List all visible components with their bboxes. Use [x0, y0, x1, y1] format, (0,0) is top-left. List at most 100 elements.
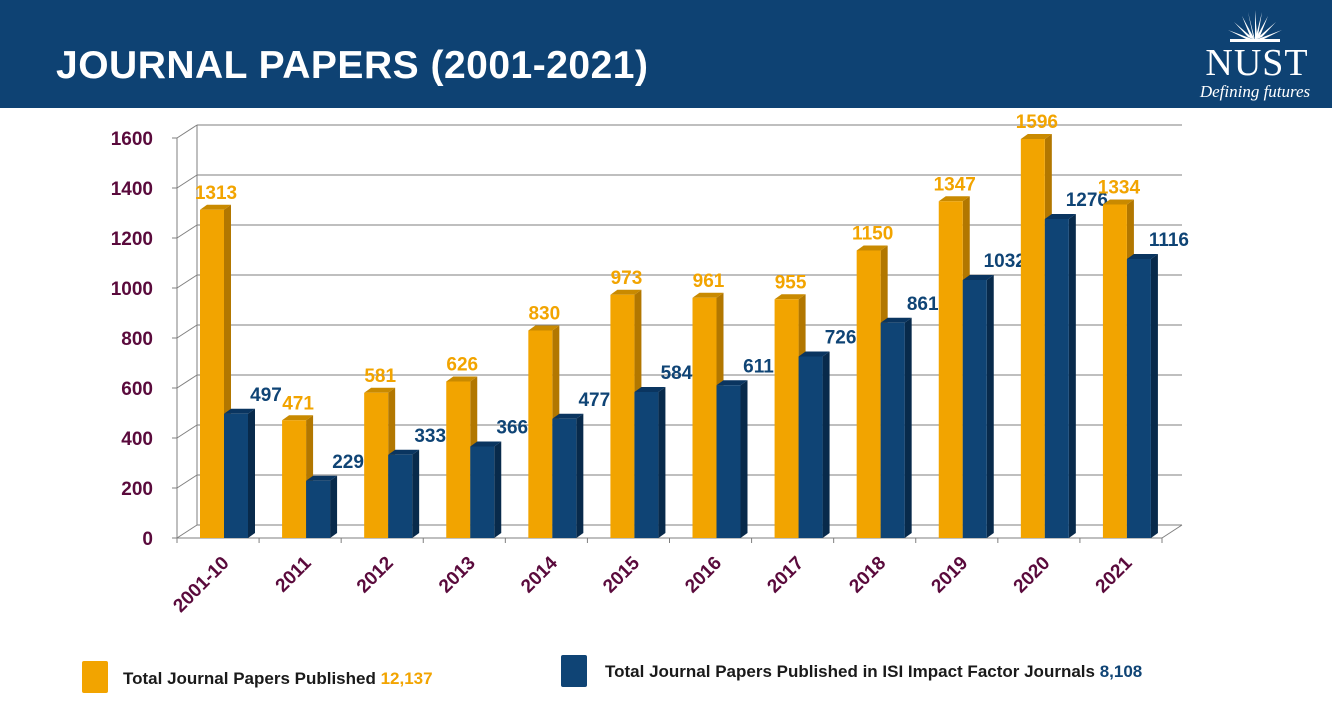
x-category-label: 2011	[272, 552, 316, 596]
bar-isi-side	[412, 449, 420, 538]
x-category-label: 2001-10	[169, 553, 233, 617]
bar-isi-top	[716, 380, 748, 386]
bar-total-top	[1102, 199, 1134, 205]
bar-total-top	[938, 196, 970, 202]
bar-isi-side	[494, 441, 502, 538]
x-category-label: 2015	[599, 552, 644, 597]
bar-total	[364, 392, 389, 538]
x-category-label: 2019	[928, 553, 973, 598]
y-tick-label: 0	[142, 529, 153, 550]
page-title: JOURNAL PAPERS (2001-2021)	[56, 44, 649, 87]
bar-isi-side	[1068, 214, 1076, 538]
bar-total	[200, 209, 224, 538]
x-category-label: 2017	[763, 553, 808, 598]
x-category-label: 2016	[681, 553, 726, 598]
data-label-total: 1347	[934, 174, 976, 195]
bar-isi-side	[740, 380, 748, 538]
bar-isi-side	[986, 275, 994, 538]
journal-papers-bar-chart: 0 200 400 600 800 1000 1200 1400 1600 1313 497 2001…	[111, 112, 1189, 617]
x-category-label: 2020	[1010, 553, 1055, 598]
data-label-total: 471	[282, 393, 314, 414]
data-label-total: 1596	[1016, 112, 1058, 133]
y-tick-label: 800	[121, 329, 153, 350]
data-label-isi: 366	[496, 418, 528, 439]
legend-swatch-blue	[561, 655, 587, 687]
bar-total-top	[528, 325, 560, 331]
logo-wordmark: NUST	[1205, 42, 1309, 84]
y-tick-label: 1000	[111, 279, 153, 300]
bar-isi-top	[1044, 214, 1076, 219]
bar-isi	[962, 280, 987, 538]
bar-isi-side	[248, 408, 255, 538]
bar-isi-top	[880, 317, 912, 323]
data-label-isi: 726	[825, 328, 857, 349]
legend-isi-value: 8,108	[1099, 662, 1143, 681]
data-label-total: 581	[364, 366, 396, 387]
bar-isi-top	[224, 408, 255, 414]
bar-isi	[634, 392, 659, 538]
data-label-isi: 584	[661, 363, 693, 384]
bar-isi-side	[576, 413, 584, 538]
bar-total-top	[856, 245, 888, 251]
bar-total-top	[774, 294, 806, 300]
x-category-label: 2021	[1092, 552, 1137, 597]
bar-total	[1020, 139, 1045, 538]
legend-total-value: 12,137	[380, 669, 433, 688]
gridline-depth	[176, 374, 198, 389]
gridline-depth	[176, 474, 198, 489]
x-category-label: 2014	[517, 552, 562, 597]
data-label-total: 830	[528, 304, 560, 325]
bar-total	[282, 420, 307, 538]
bar-total-top	[446, 376, 478, 382]
bar-total	[1102, 204, 1127, 538]
y-tick-label: 1400	[111, 179, 153, 200]
header-bar: JOURNAL PAPERS (2001-2021) NUST Defining…	[0, 0, 1332, 108]
bar-isi	[1126, 259, 1151, 538]
bar-isi-top	[552, 413, 584, 419]
bar-isi	[1044, 219, 1069, 538]
bar-isi	[798, 356, 823, 538]
bar-isi-side	[330, 475, 338, 538]
bar-total	[774, 299, 799, 538]
x-category-label: 2013	[435, 553, 480, 598]
bar-total	[528, 330, 553, 538]
data-label-isi: 477	[578, 390, 610, 411]
bar-isi-top	[388, 449, 420, 455]
bar-isi-top	[798, 351, 830, 357]
data-label-isi: 497	[250, 385, 282, 406]
bar-total-top	[364, 387, 396, 393]
data-label-isi: 1116	[1149, 230, 1189, 251]
data-label-isi: 229	[332, 452, 364, 473]
bar-total-top	[1020, 134, 1052, 139]
bar-isi	[388, 454, 413, 538]
gridline-depth	[176, 174, 198, 189]
bar-isi-top	[634, 387, 666, 392]
bar-isi-side	[658, 387, 666, 538]
bar-isi	[552, 418, 577, 538]
data-label-total: 1150	[852, 224, 893, 245]
data-label-total: 1313	[195, 183, 237, 204]
x-category-label: 2018	[845, 553, 890, 598]
gridline-depth	[176, 224, 198, 239]
y-tick-label: 400	[121, 429, 153, 450]
bar-isi-side	[1150, 254, 1158, 538]
bar-total	[856, 250, 881, 538]
bar-total	[446, 381, 471, 538]
bar-isi-top	[470, 441, 502, 447]
data-label-isi: 333	[414, 426, 446, 447]
bar-total	[692, 297, 717, 538]
bar-total-top	[692, 292, 724, 298]
nust-logo: NUST Defining futures	[1190, 6, 1320, 106]
y-tick-label: 1600	[111, 129, 153, 150]
legend-label-isi: Total Journal Papers Published in ISI Im…	[605, 662, 1095, 681]
y-tick-label: 200	[121, 479, 153, 500]
sunburst-emblem-icon	[1228, 10, 1282, 42]
data-label-isi: 1276	[1066, 190, 1108, 211]
legend-swatch-orange	[82, 661, 108, 693]
bar-total-top	[200, 204, 231, 210]
bar-total-top	[610, 289, 642, 295]
bar-total-top	[282, 415, 314, 421]
bar-isi	[880, 322, 905, 538]
data-label-isi: 1032	[984, 251, 1026, 272]
bar-total	[610, 294, 635, 538]
